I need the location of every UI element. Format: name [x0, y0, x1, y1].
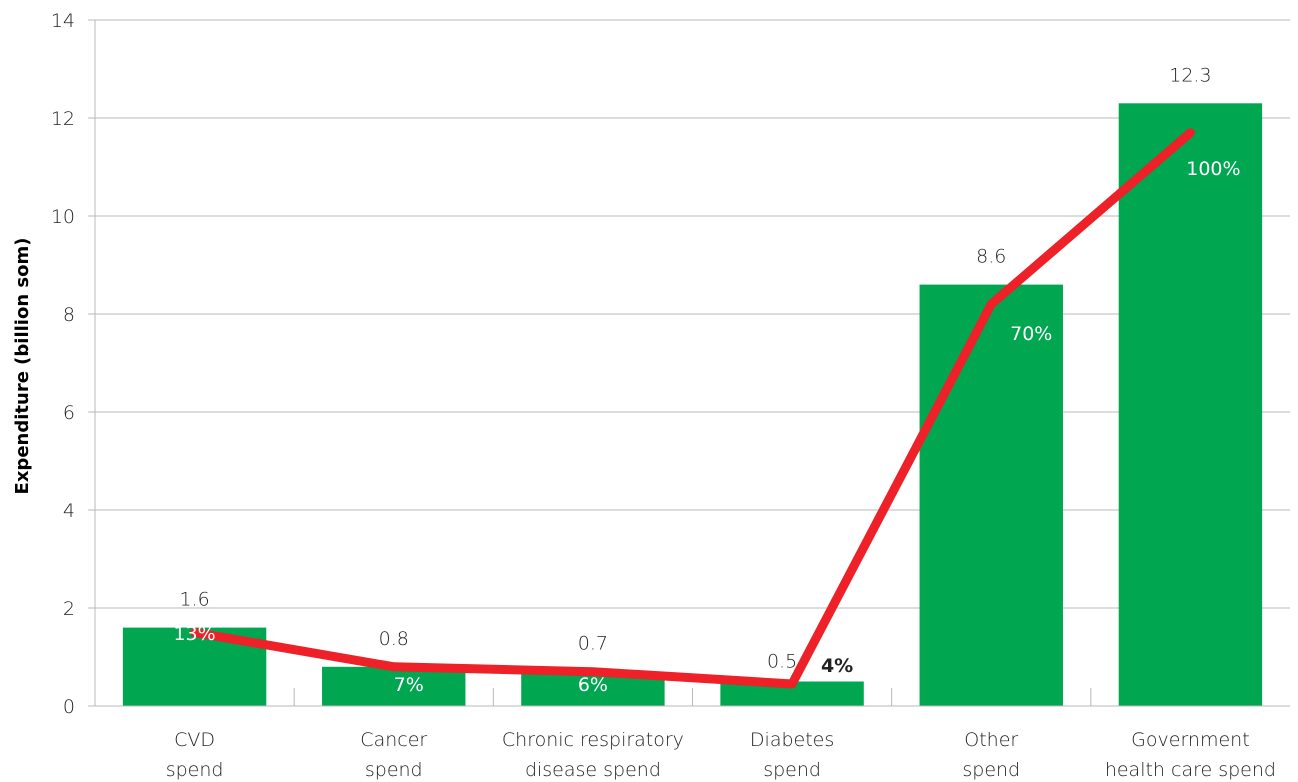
x-tick-label-line: Other [964, 729, 1018, 751]
percent-label: 6% [578, 674, 608, 696]
bar [322, 666, 466, 706]
x-tick-label-line: CVD [174, 729, 215, 751]
y-axis: 0 2 4 6 8 10 12 14 [51, 10, 96, 718]
percent-label: 70% [1010, 323, 1052, 345]
gridlines [95, 19, 1290, 609]
x-axis: CVD spend Cancer spend Chronic respiratory di… [95, 688, 1290, 781]
x-tick-label-line: Chronic respiratory [502, 729, 684, 751]
x-tick-label-line: Diabetes [750, 729, 834, 751]
value-label: 12.3 [1169, 64, 1211, 86]
value-label: 0.5 [767, 651, 797, 673]
percent-label: 7% [394, 674, 424, 696]
series-line [190, 128, 1195, 689]
y-tick-label: 6 [63, 402, 75, 424]
percent-label: 4% [821, 655, 853, 677]
x-tick-label: CVD spend [166, 729, 224, 781]
x-tick-label: Other spend [962, 729, 1020, 781]
red-line [190, 128, 1195, 689]
y-tick-label: 12 [51, 108, 75, 130]
x-tick-label-line: spend [763, 759, 821, 781]
x-tick-label: Chronic respiratory disease spend [502, 729, 684, 781]
data-labels: 1.6 0.8 0.7 0.5 8.6 12.3 13% 7% 6% 4% 70% 100% [173, 64, 1240, 696]
x-tick-label-line: disease spend [525, 759, 661, 781]
bar [1118, 103, 1263, 707]
x-tick-label-line: spend [166, 759, 224, 781]
percent-label: 13% [173, 623, 215, 645]
y-tick-label: 14 [51, 10, 75, 32]
value-label: 0.8 [379, 628, 409, 650]
x-tick-label-line: health care spend [1105, 759, 1276, 781]
x-tick-label-line: spend [365, 759, 423, 781]
percent-label: 100% [1186, 158, 1240, 180]
bar [919, 284, 1063, 706]
y-tick-label: 8 [63, 304, 75, 326]
x-tick-label-line: spend [962, 759, 1020, 781]
y-tick-label: 10 [51, 206, 75, 228]
x-tick-label: Cancer spend [360, 729, 427, 781]
y-axis-label: Expenditure (billion som) [12, 238, 33, 495]
y-tick-label: 4 [63, 500, 75, 522]
value-label: 1.6 [179, 589, 209, 611]
value-label: 8.6 [976, 246, 1006, 268]
y-tick-label: 0 [63, 696, 75, 718]
bars [122, 103, 1263, 707]
x-tick-label: Government health care spend [1105, 729, 1276, 781]
value-label: 0.7 [578, 633, 608, 655]
x-tick-label: Diabetes spend [750, 729, 834, 781]
y-tick-label: 2 [63, 598, 75, 620]
x-tick-label-line: Government [1131, 729, 1250, 751]
x-tick-label-line: Cancer [360, 729, 427, 751]
